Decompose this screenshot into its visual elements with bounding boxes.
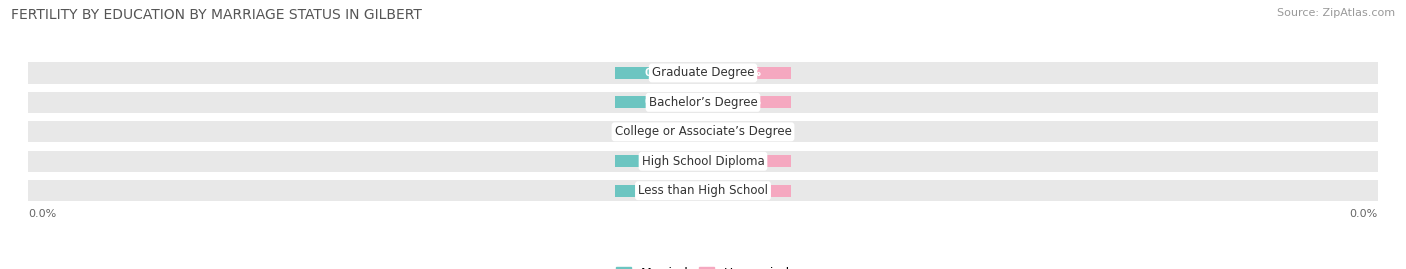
Text: 0.0%: 0.0% xyxy=(733,68,762,78)
Text: High School Diploma: High School Diploma xyxy=(641,155,765,168)
Text: College or Associate’s Degree: College or Associate’s Degree xyxy=(614,125,792,138)
Bar xyxy=(703,126,790,138)
Text: 0.0%: 0.0% xyxy=(733,97,762,107)
Bar xyxy=(703,185,790,197)
Bar xyxy=(28,151,1378,172)
Bar xyxy=(616,97,703,108)
Bar xyxy=(616,67,703,79)
Bar xyxy=(28,92,1378,113)
Text: Source: ZipAtlas.com: Source: ZipAtlas.com xyxy=(1277,8,1395,18)
Bar xyxy=(28,62,1378,84)
Text: 0.0%: 0.0% xyxy=(644,127,673,137)
Text: 0.0%: 0.0% xyxy=(1350,209,1378,219)
Bar xyxy=(616,155,703,167)
Text: 0.0%: 0.0% xyxy=(644,156,673,166)
Bar xyxy=(28,180,1378,201)
Legend: Married, Unmarried: Married, Unmarried xyxy=(612,262,794,269)
Text: 0.0%: 0.0% xyxy=(733,156,762,166)
Bar xyxy=(616,126,703,138)
Text: 0.0%: 0.0% xyxy=(644,97,673,107)
Text: FERTILITY BY EDUCATION BY MARRIAGE STATUS IN GILBERT: FERTILITY BY EDUCATION BY MARRIAGE STATU… xyxy=(11,8,422,22)
Bar xyxy=(703,67,790,79)
Text: Graduate Degree: Graduate Degree xyxy=(652,66,754,79)
Text: Less than High School: Less than High School xyxy=(638,184,768,197)
Bar xyxy=(28,121,1378,142)
Bar xyxy=(616,185,703,197)
Text: Bachelor’s Degree: Bachelor’s Degree xyxy=(648,96,758,109)
Text: 0.0%: 0.0% xyxy=(733,127,762,137)
Bar xyxy=(703,97,790,108)
Text: 0.0%: 0.0% xyxy=(28,209,56,219)
Bar xyxy=(703,155,790,167)
Text: 0.0%: 0.0% xyxy=(644,186,673,196)
Text: 0.0%: 0.0% xyxy=(644,68,673,78)
Text: 0.0%: 0.0% xyxy=(733,186,762,196)
